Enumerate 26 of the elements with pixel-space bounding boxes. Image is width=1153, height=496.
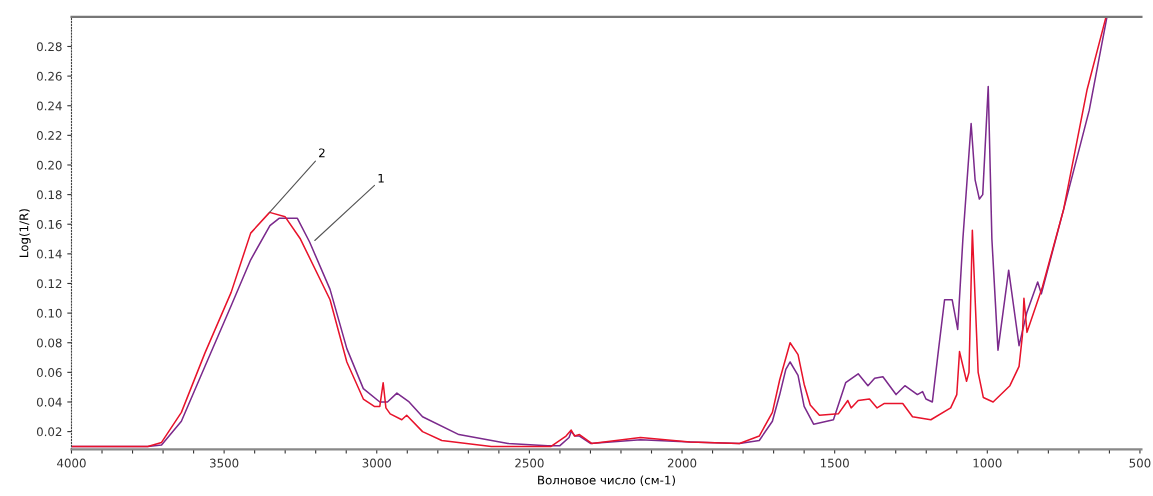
y-tick-label: 0.24	[36, 101, 62, 111]
y-tick-label: 0.26	[36, 71, 62, 81]
y-tick-label: 0.18	[36, 190, 62, 200]
annotation: 1	[378, 173, 384, 183]
y-tick-label: 0.02	[36, 427, 62, 437]
x-tick-label: 3500	[210, 458, 239, 468]
x-axis-title: Волновое число (см-1)	[538, 475, 675, 486]
y-tick-label: 0.08	[36, 338, 62, 348]
y-axis-title: Log(1/R)	[19, 209, 31, 257]
y-tick-label: 0.16	[36, 219, 62, 229]
x-tick-label: 2500	[515, 458, 544, 468]
y-tick-label: 0.10	[36, 308, 62, 318]
y-tick-label: 0.22	[36, 131, 62, 141]
annotation: 2	[319, 148, 325, 158]
x-tick-label: 2000	[667, 458, 697, 468]
x-tick-label: 500	[1129, 458, 1151, 468]
y-tick-label: 0.20	[36, 160, 62, 170]
y-tick-label: 0.04	[36, 397, 62, 407]
y-tick-label: 0.06	[36, 368, 62, 378]
y-tick-label: 0.12	[36, 279, 62, 289]
x-tick-label: 3000	[362, 458, 391, 468]
x-tick-label: 1000	[973, 458, 1002, 468]
y-tick-label: 0.28	[36, 42, 62, 52]
x-tick-label: 4000	[57, 458, 86, 468]
x-tick-label: 1500	[820, 458, 849, 468]
y-tick-label: 0.14	[36, 249, 62, 259]
